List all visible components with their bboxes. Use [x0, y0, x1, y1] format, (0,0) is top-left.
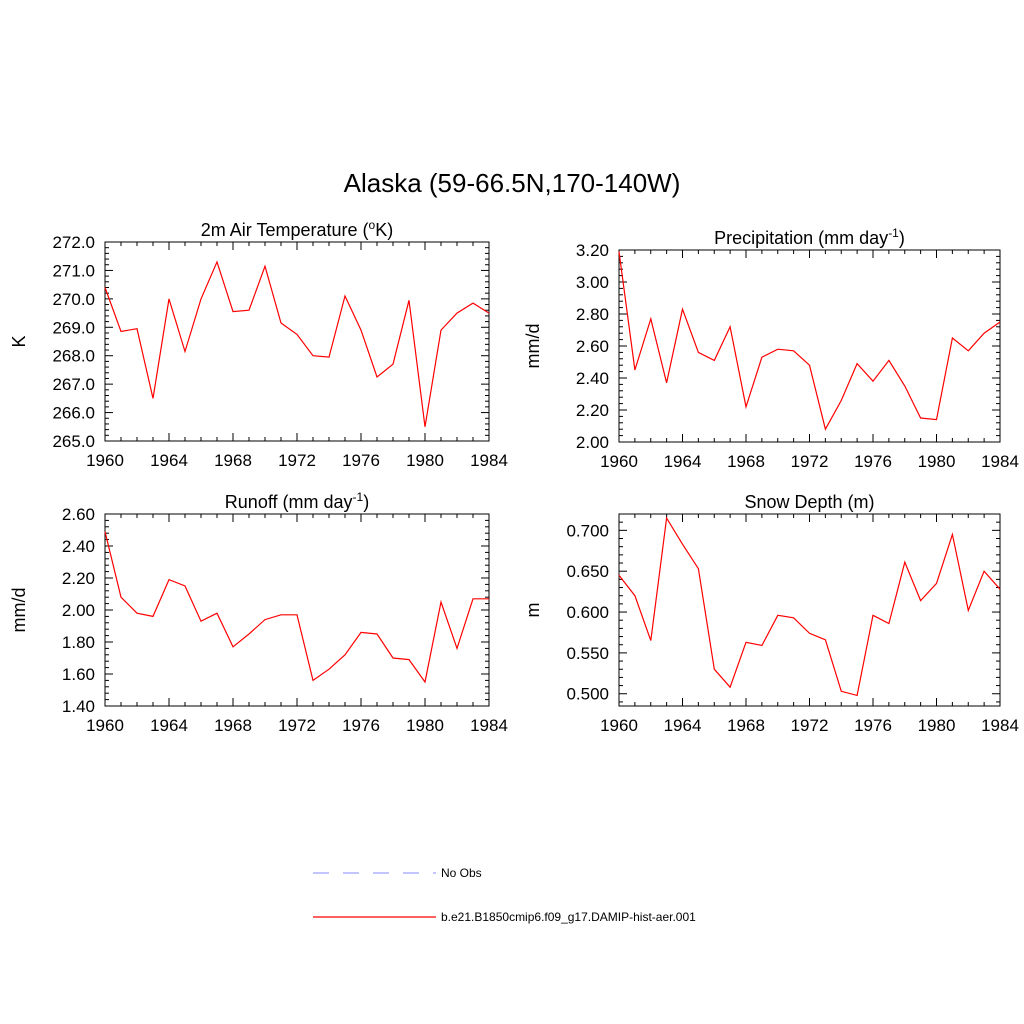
x-tick-label: 1976	[342, 451, 380, 470]
title-part: K)	[375, 220, 393, 240]
x-tick-label: 1976	[854, 452, 892, 471]
y-tick-label: 0.600	[566, 603, 609, 622]
y-tick-label: 271.0	[52, 261, 95, 280]
x-tick-label: 1980	[406, 716, 444, 735]
x-tick-label: 1968	[214, 716, 252, 735]
x-tick-label: 1980	[918, 452, 956, 471]
title-part: Runoff (mm day	[225, 492, 353, 512]
title-part: )	[363, 492, 369, 512]
x-tick-label: 1972	[791, 452, 829, 471]
y-tick-label: 265.0	[52, 432, 95, 451]
x-tick-label: 1960	[86, 451, 124, 470]
y-tick-label: 0.550	[566, 644, 609, 663]
panel-title: Precipitation (mm day-1)	[714, 226, 905, 248]
x-tick-label: 1968	[727, 452, 765, 471]
x-tick-label: 1968	[214, 451, 252, 470]
y-tick-label: 268.0	[52, 347, 95, 366]
x-tick-label: 1964	[150, 716, 188, 735]
y-tick-label: 270.0	[52, 290, 95, 309]
series-line	[104, 531, 489, 684]
panel-title: Runoff (mm day-1)	[225, 490, 369, 512]
x-tick-label: 1976	[342, 716, 380, 735]
legend-label-1: No Obs	[441, 866, 482, 880]
x-tick-label: 1976	[854, 716, 892, 735]
title-part: Precipitation (mm day	[714, 228, 888, 248]
y-tick-label: 2.80	[576, 305, 609, 324]
x-tick-label: 1972	[278, 716, 316, 735]
plot-frame	[618, 513, 1001, 707]
x-tick-label: 1972	[791, 716, 829, 735]
x-tick-label: 1960	[600, 716, 638, 735]
legend-label-2: b.e21.B1850cmip6.f09_g17.DAMIP-hist-aer.…	[441, 910, 696, 924]
x-tick-label: 1984	[470, 716, 508, 735]
panel-3: Runoff (mm day-1) mm/d 1960 1964 1968 1972 197…	[9, 490, 508, 735]
panel-2: Precipitation (mm day-1) mm/d 1960 1964 1968…	[523, 226, 1019, 471]
series-line	[104, 260, 490, 427]
y-tick-label: 2.20	[62, 569, 95, 588]
y-tick-label: 2.00	[576, 433, 609, 452]
y-tick-label: 0.650	[566, 562, 609, 581]
y-axis-label: mm/d	[523, 324, 543, 369]
y-tick-label: 1.80	[62, 633, 95, 652]
y-tick-label: 272.0	[52, 233, 95, 252]
plot-frame	[618, 249, 1001, 443]
x-tick-label: 1964	[664, 452, 702, 471]
legend: No Obs b.e21.B1850cmip6.f09_g17.DAMIP-his…	[313, 866, 696, 924]
y-tick-label: 2.00	[62, 601, 95, 620]
y-tick-label: 266.0	[52, 404, 95, 423]
y-tick-label: 0.700	[566, 521, 609, 540]
y-axis-label: K	[9, 335, 29, 347]
x-tick-label: 1968	[727, 716, 765, 735]
y-axis-label: mm/d	[9, 588, 29, 633]
y-tick-label: 1.40	[62, 697, 95, 716]
plot-frame	[104, 513, 490, 707]
figure-title: Alaska (59-66.5N,170-140W)	[343, 168, 681, 198]
y-tick-label: 2.40	[576, 369, 609, 388]
y-tick-label: 0.500	[566, 685, 609, 704]
y-tick-label: 3.00	[576, 273, 609, 292]
y-tick-label: 1.60	[62, 665, 95, 684]
title-superscript: o	[369, 218, 376, 232]
series-line	[618, 516, 1001, 697]
x-tick-label: 1984	[981, 452, 1019, 471]
x-tick-label: 1980	[406, 451, 444, 470]
x-tick-label: 1960	[600, 452, 638, 471]
title-part: 2m Air Temperature (	[201, 220, 369, 240]
x-tick-label: 1972	[278, 451, 316, 470]
series-line	[618, 251, 1001, 431]
title-part: )	[899, 228, 905, 248]
panel-1: 2m Air Temperature (oK) K 1960 1964 1968 1972…	[9, 218, 508, 470]
panel-4: Snow Depth (m) m 1960 1964 1968 1972 1976 1980 1…	[523, 492, 1019, 735]
x-tick-label: 1960	[86, 716, 124, 735]
y-axis-label: m	[523, 603, 543, 618]
x-tick-label: 1964	[664, 716, 702, 735]
y-tick-label: 267.0	[52, 375, 95, 394]
y-tick-label: 269.0	[52, 318, 95, 337]
y-tick-label: 2.60	[576, 337, 609, 356]
y-tick-label: 2.60	[62, 505, 95, 524]
panel-title: Snow Depth (m)	[744, 492, 874, 512]
y-tick-label: 2.40	[62, 537, 95, 556]
x-tick-label: 1964	[150, 451, 188, 470]
title-part: Snow Depth (m)	[744, 492, 874, 512]
y-tick-label: 3.20	[576, 241, 609, 260]
x-tick-label: 1980	[918, 716, 956, 735]
title-superscript: -1	[353, 490, 364, 504]
x-tick-label: 1984	[470, 451, 508, 470]
title-superscript: -1	[888, 226, 899, 240]
y-tick-label: 2.20	[576, 401, 609, 420]
x-tick-label: 1984	[981, 716, 1019, 735]
panel-title: 2m Air Temperature (oK)	[201, 218, 393, 240]
